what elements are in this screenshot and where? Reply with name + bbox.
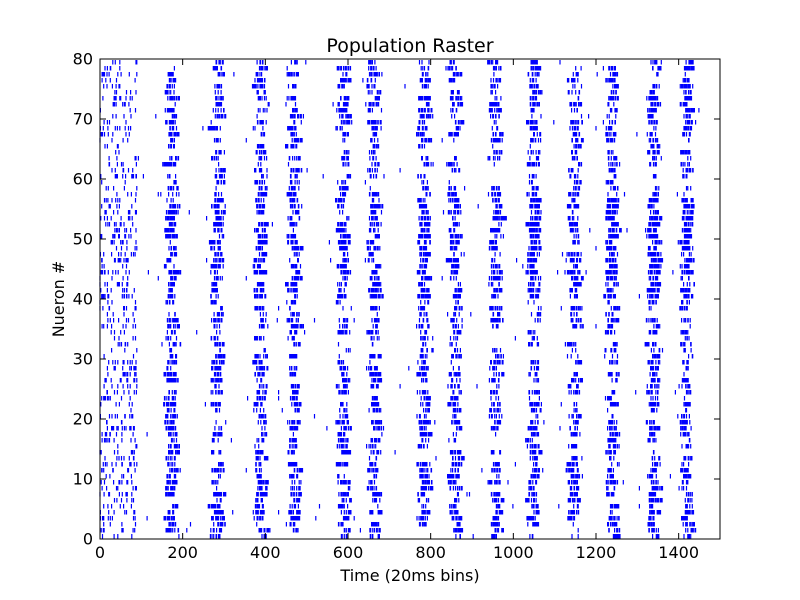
y-tick-label: 60 xyxy=(73,170,93,189)
x-tick-label: 1000 xyxy=(493,543,534,562)
x-axis-label: Time (20ms bins) xyxy=(339,566,479,585)
x-tick-label: 400 xyxy=(250,543,281,562)
x-tick-label: 0 xyxy=(95,543,105,562)
y-axis-label: Nueron # xyxy=(49,261,68,338)
spike-layer xyxy=(99,60,700,539)
y-tick-label: 40 xyxy=(73,290,93,309)
y-tick-label: 0 xyxy=(83,530,93,549)
y-tick-label: 30 xyxy=(73,350,93,369)
x-tick-label: 1200 xyxy=(576,543,617,562)
spike-marks xyxy=(99,60,700,539)
y-tick-label: 70 xyxy=(73,110,93,129)
y-tick-label: 50 xyxy=(73,230,93,249)
x-tick-label: 200 xyxy=(167,543,198,562)
y-tick-label: 20 xyxy=(73,410,93,429)
x-axis: 0 200 400 600 800 1000 1200 1400 xyxy=(95,59,699,562)
x-tick-label: 800 xyxy=(415,543,446,562)
axes-frame xyxy=(99,58,721,540)
x-tick-label: 600 xyxy=(333,543,364,562)
x-tick-label: 1400 xyxy=(658,543,699,562)
y-tick-label: 10 xyxy=(73,470,93,489)
chart-title: Population Raster xyxy=(326,35,493,57)
y-axis: 0 10 20 30 40 50 60 70 80 xyxy=(73,50,720,549)
y-tick-label: 80 xyxy=(73,50,93,69)
